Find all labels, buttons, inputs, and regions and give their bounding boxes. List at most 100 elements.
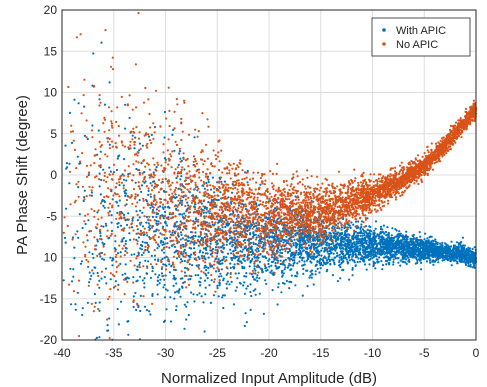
data-point <box>239 260 242 263</box>
data-point <box>153 230 156 233</box>
data-point <box>147 250 150 254</box>
data-point <box>175 308 178 312</box>
data-point <box>205 208 208 211</box>
data-point <box>393 253 396 256</box>
data-point <box>301 250 304 253</box>
data-point <box>108 317 111 320</box>
data-point <box>382 224 385 227</box>
data-point <box>179 258 183 261</box>
data-point <box>333 263 336 266</box>
data-point <box>222 210 225 213</box>
data-point <box>454 259 457 262</box>
data-point <box>70 141 74 144</box>
data-point <box>354 264 357 267</box>
data-point <box>77 236 80 239</box>
data-point <box>299 251 302 254</box>
data-point <box>254 249 257 252</box>
data-point <box>301 259 304 262</box>
data-point <box>472 265 475 268</box>
data-point <box>385 234 388 237</box>
data-point <box>189 256 192 259</box>
data-point <box>143 175 146 179</box>
data-point <box>298 252 301 255</box>
data-point <box>419 249 422 252</box>
data-point <box>255 227 258 230</box>
data-point <box>375 244 379 247</box>
data-point <box>424 248 427 251</box>
data-point <box>321 235 324 239</box>
data-point <box>249 247 253 250</box>
data-point <box>91 252 94 256</box>
data-point <box>469 263 472 266</box>
data-point <box>294 234 297 237</box>
data-point <box>201 184 204 187</box>
data-point <box>318 258 322 261</box>
data-point <box>379 225 383 228</box>
data-point <box>256 274 259 277</box>
data-point <box>213 191 216 194</box>
data-point <box>143 305 147 308</box>
data-point <box>143 286 146 289</box>
data-point <box>290 258 293 261</box>
data-point <box>373 229 376 232</box>
data-point <box>384 260 388 263</box>
data-point <box>378 180 381 183</box>
data-point <box>168 211 171 214</box>
data-point <box>402 260 405 263</box>
data-point <box>96 271 99 275</box>
data-point <box>278 229 281 232</box>
data-point <box>94 301 97 304</box>
data-point <box>222 257 225 260</box>
data-point <box>347 261 350 264</box>
data-point <box>156 293 159 296</box>
data-point <box>158 245 161 248</box>
data-point <box>226 222 229 225</box>
data-point <box>237 204 241 207</box>
data-point <box>398 232 401 236</box>
data-point <box>171 133 174 136</box>
data-point <box>206 175 210 178</box>
data-point <box>65 207 68 210</box>
data-point <box>228 283 231 286</box>
data-point <box>151 208 155 212</box>
data-point <box>359 247 362 250</box>
data-point <box>200 202 203 205</box>
data-point <box>99 228 102 231</box>
data-point <box>255 276 258 279</box>
data-point <box>405 262 408 266</box>
data-point <box>218 219 221 222</box>
data-point <box>73 98 76 101</box>
data-point <box>190 291 193 294</box>
data-point <box>377 234 380 237</box>
data-point <box>270 269 273 272</box>
data-point <box>104 267 107 270</box>
data-point <box>201 251 204 254</box>
data-point <box>177 163 180 166</box>
data-point <box>226 280 229 283</box>
data-point <box>245 227 249 230</box>
data-point <box>173 245 177 248</box>
data-point <box>147 135 151 138</box>
data-point <box>395 244 398 248</box>
data-point <box>215 255 219 258</box>
data-point <box>379 232 382 235</box>
data-point <box>173 297 176 300</box>
data-point <box>242 257 245 260</box>
data-point <box>98 185 101 188</box>
data-point <box>197 244 200 247</box>
data-point <box>446 248 449 251</box>
data-point <box>392 260 395 264</box>
data-point <box>282 272 285 275</box>
data-point <box>93 293 96 296</box>
data-point <box>190 275 193 278</box>
data-point <box>218 284 221 287</box>
data-point <box>141 211 144 214</box>
data-point <box>91 186 94 189</box>
data-point <box>150 254 153 257</box>
data-point <box>126 280 129 283</box>
data-point <box>399 247 402 250</box>
data-point <box>233 238 236 241</box>
data-point <box>256 279 259 282</box>
data-point <box>174 268 177 272</box>
data-point <box>230 256 233 260</box>
